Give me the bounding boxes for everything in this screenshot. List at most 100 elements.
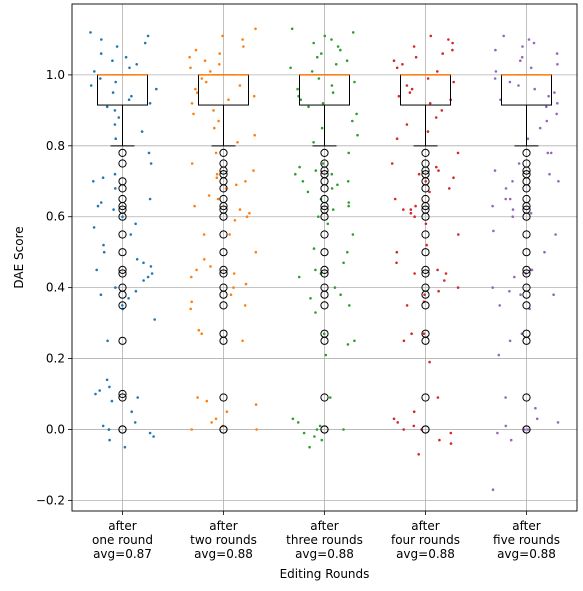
data-point bbox=[511, 208, 515, 211]
data-point bbox=[423, 293, 426, 297]
data-point bbox=[395, 261, 398, 265]
y-tick-label: 0.6 bbox=[46, 210, 65, 224]
outlier-marker bbox=[421, 290, 430, 299]
outlier-marker bbox=[219, 301, 228, 310]
outlier-marker bbox=[421, 184, 430, 193]
data-point bbox=[317, 77, 321, 80]
data-point bbox=[413, 272, 416, 275]
data-point bbox=[492, 229, 495, 233]
data-point bbox=[553, 91, 556, 94]
outlier-marker bbox=[522, 212, 531, 221]
data-point bbox=[307, 105, 310, 109]
data-point bbox=[312, 141, 315, 144]
data-point bbox=[424, 180, 428, 183]
data-point bbox=[395, 66, 399, 70]
data-point bbox=[189, 307, 192, 311]
data-point bbox=[347, 201, 351, 204]
outlier-marker bbox=[522, 230, 531, 239]
data-point bbox=[207, 194, 211, 197]
outlier-marker bbox=[219, 212, 228, 221]
outlier-marker bbox=[118, 393, 127, 402]
data-point bbox=[428, 102, 432, 105]
outlier-marker bbox=[522, 265, 531, 274]
data-point bbox=[213, 126, 216, 130]
x-tick-label-line: one round bbox=[92, 533, 153, 547]
data-point bbox=[149, 265, 153, 268]
x-tick-label-line: avg=0.87 bbox=[93, 547, 152, 561]
data-point bbox=[410, 87, 414, 91]
data-point bbox=[331, 91, 335, 94]
data-point bbox=[202, 233, 206, 236]
data-point bbox=[218, 63, 221, 66]
data-point bbox=[115, 45, 119, 48]
data-point bbox=[196, 91, 199, 94]
data-point bbox=[235, 183, 238, 187]
data-point bbox=[315, 428, 319, 431]
data-point bbox=[229, 293, 233, 297]
data-point bbox=[114, 187, 117, 190]
data-point bbox=[140, 130, 144, 133]
y-tick-label: 0.4 bbox=[46, 281, 65, 295]
data-point bbox=[209, 265, 212, 268]
data-point bbox=[105, 378, 109, 382]
outlier-marker bbox=[421, 230, 430, 239]
data-point bbox=[339, 48, 342, 52]
data-point bbox=[297, 275, 301, 279]
data-point bbox=[89, 31, 92, 34]
data-point bbox=[496, 431, 499, 435]
outlier-marker bbox=[522, 148, 531, 157]
data-point bbox=[347, 151, 351, 155]
data-point bbox=[111, 91, 115, 94]
data-point bbox=[190, 428, 193, 431]
data-point bbox=[556, 421, 560, 424]
data-point bbox=[96, 204, 100, 208]
outlier-marker bbox=[118, 230, 127, 239]
data-point bbox=[395, 250, 399, 254]
data-point bbox=[128, 66, 131, 70]
data-point bbox=[204, 80, 208, 84]
data-point bbox=[405, 84, 409, 87]
data-point bbox=[417, 453, 421, 456]
data-point bbox=[348, 304, 351, 307]
data-point bbox=[227, 98, 230, 101]
data-point bbox=[508, 80, 512, 84]
outlier-marker bbox=[118, 336, 127, 345]
data-point bbox=[197, 328, 201, 332]
data-point bbox=[405, 304, 409, 307]
data-point bbox=[456, 151, 460, 155]
data-point bbox=[504, 187, 508, 190]
data-point bbox=[329, 396, 332, 399]
data-point bbox=[545, 119, 549, 123]
data-point bbox=[497, 353, 501, 357]
data-point bbox=[535, 417, 539, 421]
x-tick-label-line: after bbox=[209, 519, 237, 533]
outlier-marker bbox=[118, 248, 127, 257]
outlier-marker bbox=[522, 248, 531, 257]
x-tick-label-line: four rounds bbox=[391, 533, 460, 547]
outlier-marker bbox=[320, 202, 329, 211]
data-point bbox=[289, 66, 292, 70]
data-point bbox=[491, 204, 494, 208]
data-point bbox=[527, 38, 531, 41]
outlier-marker bbox=[421, 269, 430, 278]
data-point bbox=[330, 187, 334, 190]
data-point bbox=[428, 360, 431, 364]
data-point bbox=[254, 27, 257, 31]
x-tick-label-line: two rounds bbox=[190, 533, 257, 547]
data-point bbox=[241, 339, 244, 343]
outlier-marker bbox=[421, 336, 430, 345]
outlier-marker bbox=[522, 184, 531, 193]
outlier-marker bbox=[320, 148, 329, 157]
data-point bbox=[323, 34, 327, 38]
data-point bbox=[218, 52, 221, 55]
data-point bbox=[149, 162, 153, 165]
data-point bbox=[242, 45, 245, 48]
data-point bbox=[409, 208, 413, 211]
data-point bbox=[447, 38, 450, 41]
data-point bbox=[194, 48, 198, 52]
data-point bbox=[243, 304, 247, 307]
data-point bbox=[426, 77, 430, 80]
outlier-marker bbox=[522, 202, 531, 211]
data-point bbox=[135, 63, 138, 66]
data-point bbox=[196, 396, 199, 399]
